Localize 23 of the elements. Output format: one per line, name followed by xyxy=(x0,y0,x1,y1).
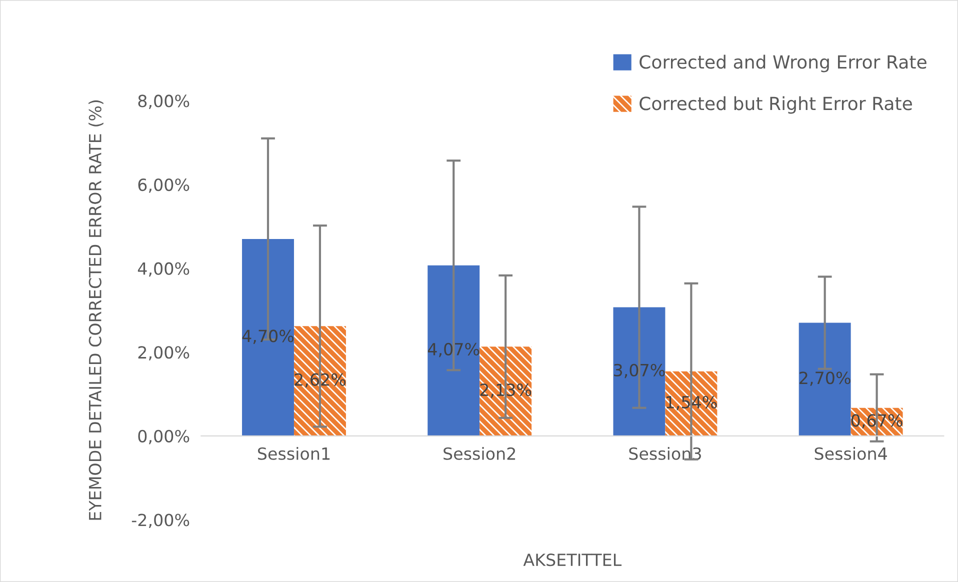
legend-label: Corrected and Wrong Error Rate xyxy=(640,54,926,72)
y-tick-label: 6,00% xyxy=(138,178,190,193)
y-tick-label: -2,00% xyxy=(132,514,190,528)
legend-label: Corrected but Right Error Rate xyxy=(640,96,912,114)
data-label: 2,70% xyxy=(800,372,850,386)
x-tick-label: Session4 xyxy=(814,447,887,460)
y-tick-label: 8,00% xyxy=(138,94,190,109)
y-tick-label: 0,00% xyxy=(138,430,190,444)
x-axis-title: AKSETITTEL xyxy=(523,554,622,566)
bar xyxy=(428,265,480,436)
x-tick-label: Session2 xyxy=(444,447,516,460)
y-tick-label: 2,00% xyxy=(138,346,190,360)
x-tick-label: Session1 xyxy=(258,447,330,460)
data-label: 4,07% xyxy=(428,342,480,358)
data-label: 4,70% xyxy=(242,330,294,344)
bar xyxy=(242,238,294,436)
y-axis-title: EYEMODE DETAILED CORRECTED ERROR RATE (%) xyxy=(88,100,104,520)
data-label: 3,07% xyxy=(614,364,665,378)
y-tick-label: 4,00% xyxy=(138,262,190,277)
bar xyxy=(798,322,851,436)
bar xyxy=(294,326,346,436)
bar xyxy=(480,346,532,436)
bar xyxy=(613,307,666,436)
